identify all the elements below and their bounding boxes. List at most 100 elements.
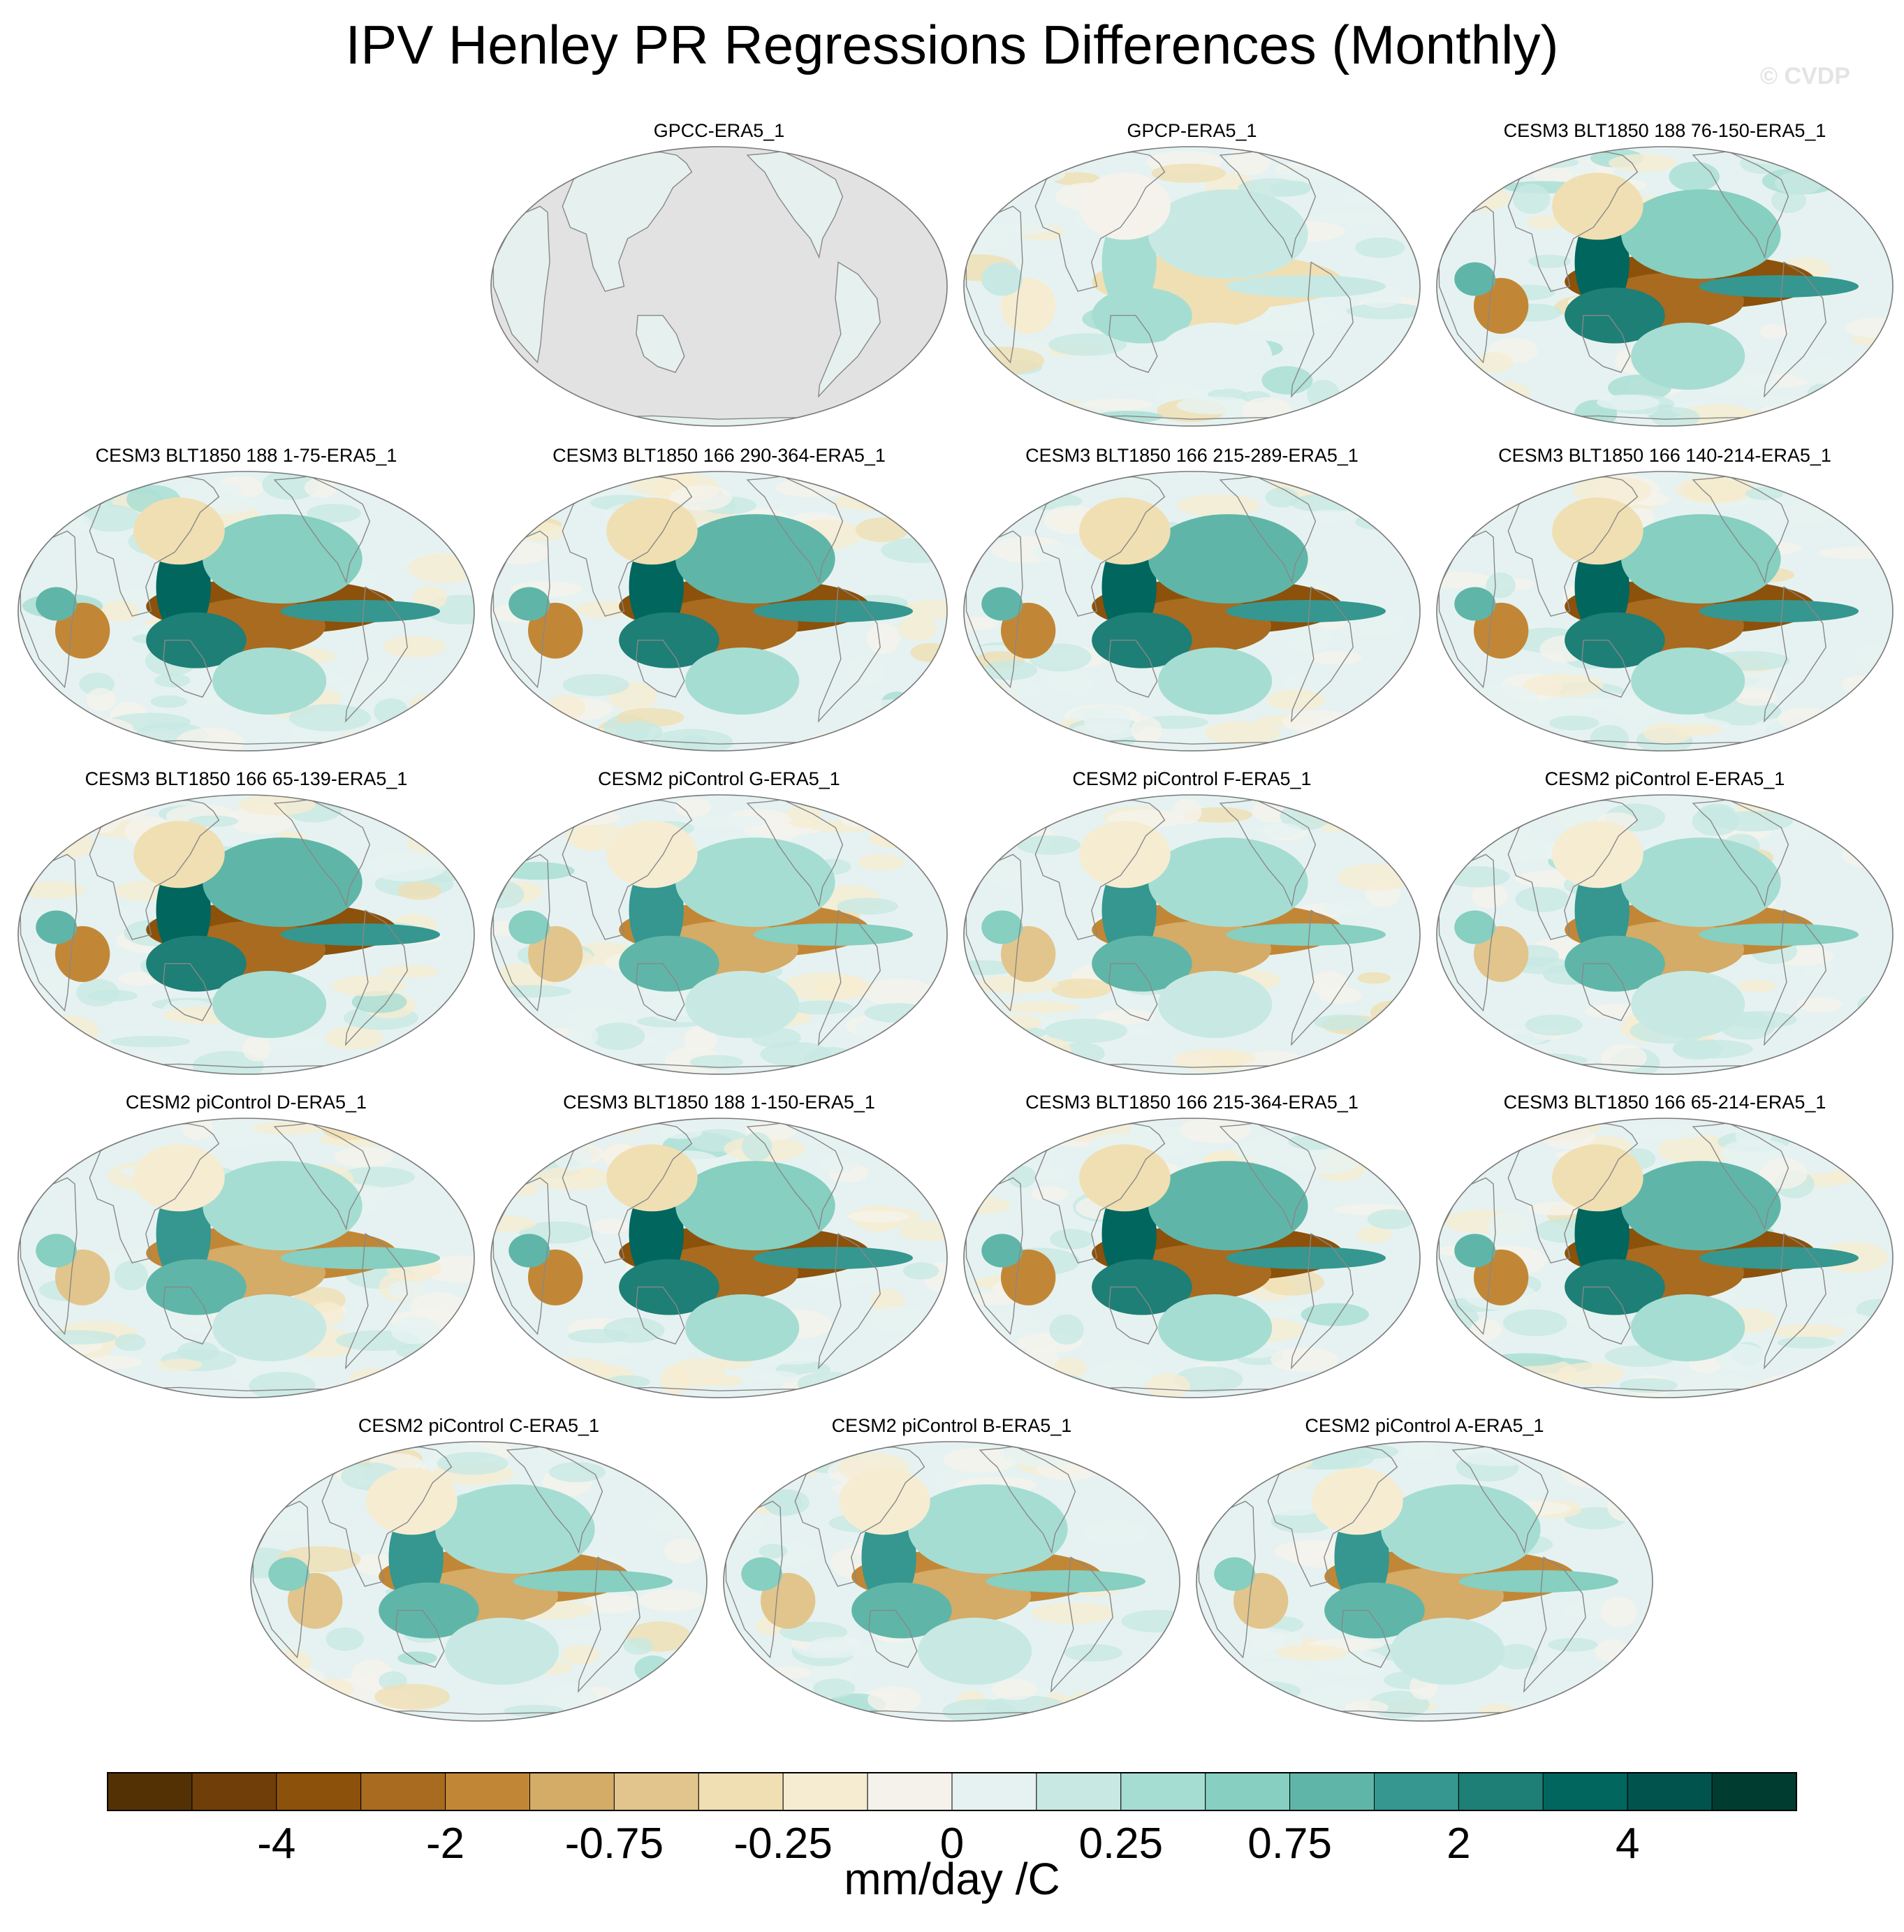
field-patch (1672, 1039, 1753, 1059)
field-patch (506, 1180, 539, 1196)
field-patch (242, 1036, 271, 1062)
field-patch (304, 477, 337, 498)
field-patch (1830, 1313, 1874, 1330)
field-patch (1233, 1136, 1300, 1164)
field-band (675, 837, 835, 928)
coastline (1692, 151, 1789, 259)
panel-title: CESM3 BLT1850 188 1-75-ERA5_1 (95, 445, 397, 466)
coastline (89, 799, 220, 940)
map-border (963, 146, 1421, 427)
map-svg (1436, 1118, 1894, 1398)
field-patch (664, 1538, 702, 1564)
field-patch (1082, 1521, 1151, 1546)
field-patch (1484, 488, 1516, 507)
field-patch (910, 643, 947, 662)
field-band (839, 1468, 930, 1535)
field-patch (669, 485, 733, 511)
field-band (1631, 323, 1745, 390)
field-band (280, 1247, 441, 1269)
field-patch (1355, 513, 1402, 530)
field-patch (1270, 1347, 1339, 1373)
field-patch (566, 1024, 599, 1048)
field-patch (803, 1046, 859, 1074)
field-patch (1485, 381, 1530, 407)
field-patch (351, 990, 407, 1013)
field-band (146, 1259, 247, 1315)
field-band (1079, 821, 1171, 888)
coastline (1267, 1446, 1398, 1587)
coastline (273, 476, 371, 584)
field-patch (1444, 866, 1510, 888)
map-panel: CESM3 BLT1850 166 65-139-ERA5_1 (14, 768, 478, 1090)
field-patch (156, 1359, 203, 1371)
map-border (17, 471, 475, 752)
field-patch (1512, 184, 1551, 214)
field-patch (1280, 624, 1333, 652)
field-patch (993, 1309, 1039, 1337)
coastline (345, 1233, 408, 1370)
field-patch (1261, 366, 1313, 395)
field-patch (437, 1451, 508, 1475)
field-patch (555, 1627, 603, 1642)
map-panel: CESM2 piControl G-ERA5_1 (487, 768, 951, 1090)
field-patch (303, 1689, 333, 1703)
field-band (1552, 821, 1643, 888)
field-patch (1522, 673, 1604, 697)
field-patch (1370, 1000, 1416, 1025)
colorbar-label: mm/day /C (844, 1854, 1060, 1904)
field-patch (76, 979, 119, 1007)
field-patch (1290, 493, 1365, 513)
field-patch (837, 898, 898, 915)
watermark: © CVDP (1760, 63, 1850, 89)
field-patch (374, 1683, 451, 1710)
field-patch (1274, 1539, 1351, 1563)
field-patch (964, 960, 1020, 976)
field-patch (504, 1704, 564, 1718)
coastline (636, 314, 685, 373)
field-patch (858, 854, 905, 871)
field-patch (338, 729, 409, 751)
field-patch (307, 504, 361, 523)
field-band (1699, 1247, 1859, 1269)
field-patch (592, 1218, 629, 1234)
map-panel: CESM2 piControl F-ERA5_1 (960, 768, 1424, 1090)
field-patch (1151, 163, 1226, 183)
map-svg (1436, 794, 1894, 1075)
field-patch (1818, 547, 1890, 559)
field-band (908, 1484, 1068, 1574)
field-band (1621, 837, 1781, 928)
field-band (981, 262, 1023, 296)
field-patch (943, 1447, 1018, 1473)
field-patch (1032, 543, 1086, 563)
field-patch (1323, 900, 1373, 916)
field-patch (981, 1014, 1042, 1031)
field-patch (623, 1637, 654, 1655)
field-band (1158, 647, 1273, 715)
panel-title: CESM3 BLT1850 166 215-364-ERA5_1 (1025, 1092, 1359, 1113)
field-patch (1538, 1699, 1571, 1721)
field-patch (534, 1166, 613, 1190)
field-patch (1777, 1336, 1836, 1349)
field-band (619, 935, 719, 992)
field-patch (1734, 687, 1778, 706)
map-border (490, 794, 948, 1075)
field-patch (1311, 970, 1348, 996)
panel-title: CESM3 BLT1850 188 76-150-ERA5_1 (1503, 120, 1826, 141)
coastline (345, 586, 408, 723)
field-patch (814, 974, 871, 1000)
map-svg (17, 794, 475, 1075)
map-svg (1436, 471, 1894, 752)
field-band (1079, 497, 1171, 565)
field-patch (1502, 1309, 1567, 1336)
field-patch (1826, 1169, 1870, 1183)
field-band (753, 923, 914, 946)
field-band (1312, 1468, 1403, 1535)
field-patch (1177, 494, 1260, 517)
field-patch (541, 485, 583, 502)
field-patch (335, 1146, 393, 1168)
field-patch (1176, 396, 1251, 415)
field-patch (574, 826, 604, 851)
panel-title: GPCP-ERA5_1 (1127, 120, 1257, 141)
field-patch (1792, 356, 1854, 384)
field-band (280, 923, 441, 946)
